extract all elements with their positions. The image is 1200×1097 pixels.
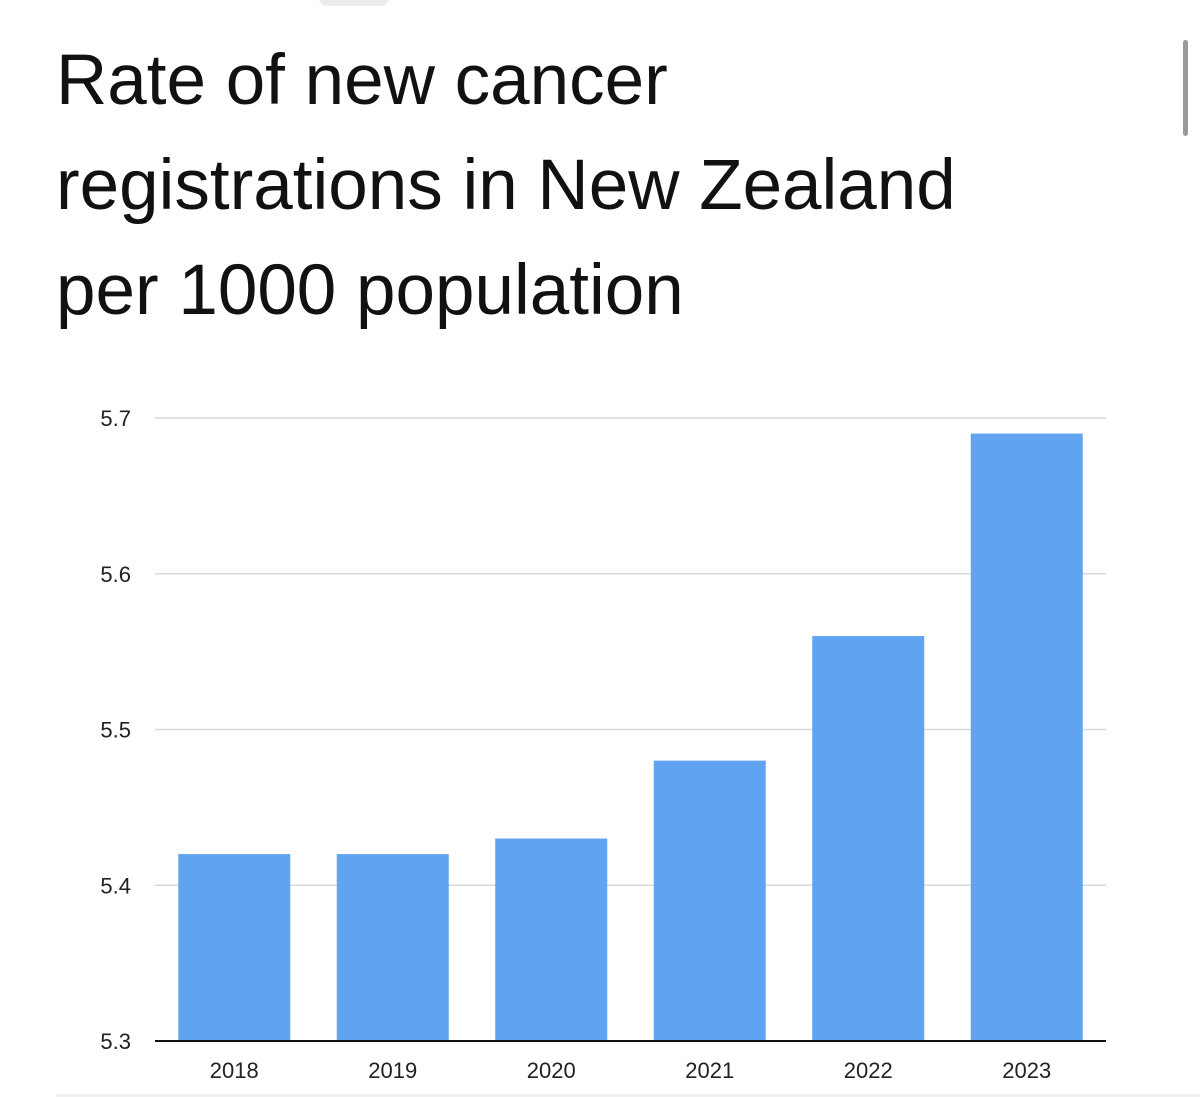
drag-handle[interactable] — [318, 0, 390, 6]
y-tick-label: 5.7 — [100, 406, 131, 431]
x-tick-label: 2020 — [527, 1058, 576, 1083]
bar-2019 — [336, 854, 449, 1041]
divider — [56, 1094, 1200, 1097]
y-tick-label: 5.5 — [100, 718, 131, 743]
x-tick-label: 2021 — [685, 1058, 734, 1083]
x-tick-label: 2022 — [844, 1058, 893, 1083]
y-tick-labels: 5.3 5.4 5.5 5.6 5.7 — [100, 406, 131, 1054]
x-tick-labels: 2018 2019 2020 2021 2022 2023 — [210, 1058, 1051, 1083]
chart-title-line-2: registrations in New Zealand — [56, 146, 956, 225]
bar-2021 — [653, 760, 766, 1041]
x-tick-label: 2019 — [368, 1058, 417, 1083]
bar-2022 — [812, 636, 925, 1041]
x-tick-label: 2023 — [1002, 1058, 1051, 1083]
bar-2018 — [178, 854, 291, 1041]
chart-title-line-3: per 1000 population — [56, 251, 684, 330]
scrollbar-thumb[interactable] — [1183, 40, 1188, 136]
y-tick-label: 5.4 — [100, 873, 131, 898]
bars — [178, 433, 1083, 1041]
y-tick-label: 5.3 — [100, 1029, 131, 1054]
chart-title: Rate of new cancer registrations in New … — [56, 28, 1136, 343]
chart-title-line-1: Rate of new cancer — [56, 41, 668, 120]
bar-2020 — [495, 838, 608, 1041]
bar-2023 — [970, 433, 1083, 1041]
gridlines — [155, 417, 1106, 886]
y-tick-label: 5.6 — [100, 562, 131, 587]
x-tick-label: 2018 — [210, 1058, 259, 1083]
